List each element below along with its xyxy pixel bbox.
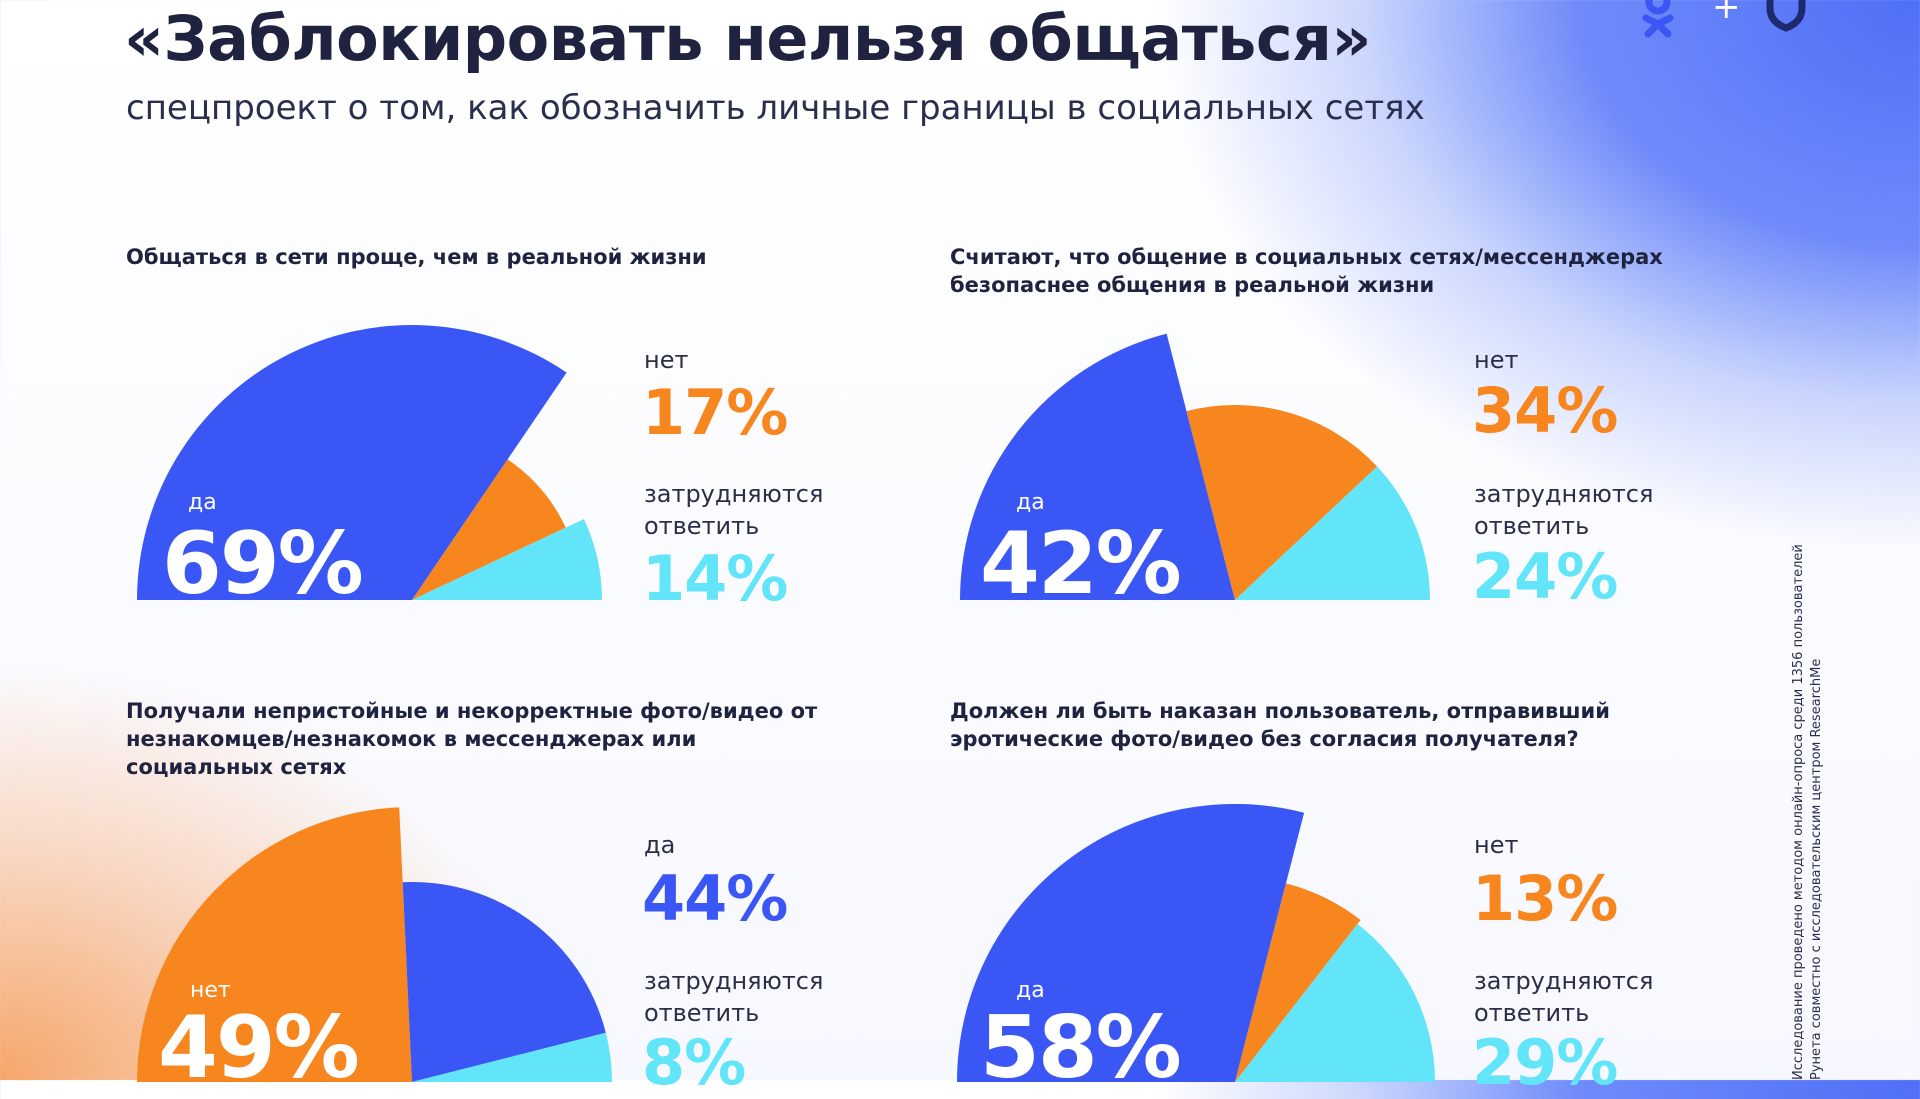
legend-label-unsure: затрудняются ответить — [1474, 480, 1654, 540]
legend-label-no: нет — [1474, 346, 1519, 374]
pie-slice-2 — [1186, 404, 1378, 600]
slice-value-yes: 42% — [980, 514, 1182, 614]
chart-title: Получали непристойные и некорректные фот… — [126, 699, 818, 779]
pie-slice-1 — [137, 807, 412, 1082]
chart-title: Считают, что общение в социальных сетях/… — [950, 245, 1663, 297]
pie-slice-3 — [412, 519, 602, 600]
legend-label-no: нет — [1474, 831, 1519, 859]
page-subtitle: спецпроект о том, как обозначить личные … — [126, 88, 1425, 128]
pie-slice-3 — [1235, 924, 1435, 1082]
slice-label-yes: да — [188, 490, 217, 515]
shield-logo-icon — [1766, 0, 1806, 32]
legend-label-no: нет — [644, 346, 689, 374]
partner-logos: + — [1642, 0, 1806, 38]
legend-value-no: 34% — [1472, 374, 1618, 447]
pie-slice-1 — [137, 325, 567, 600]
pie-slice-3 — [412, 1032, 612, 1082]
slice-label-no: нет — [190, 978, 231, 1003]
legend-label-yes: да — [644, 831, 676, 859]
slice-label-yes: да — [1016, 490, 1045, 515]
pie-slice-1 — [960, 333, 1235, 600]
plus-sign: + — [1712, 0, 1741, 27]
legend-value-no: 17% — [642, 376, 788, 449]
slice-value-no: 49% — [158, 998, 360, 1098]
chart-title: Общаться в сети проще, чем в реальной жи… — [126, 245, 707, 269]
pie-slice-1 — [956, 803, 1305, 1082]
legend-value-unsure: 24% — [1472, 540, 1618, 613]
legend-value-unsure: 29% — [1472, 1026, 1618, 1099]
legend-value-yes: 44% — [642, 862, 788, 935]
legend-label-unsure: затрудняются ответить — [644, 480, 824, 540]
ok-logo-icon — [1642, 0, 1674, 38]
pie-slice-2 — [1235, 883, 1361, 1082]
slice-label-yes: да — [1016, 978, 1045, 1003]
legend-value-no: 13% — [1472, 862, 1618, 935]
legend-value-unsure: 14% — [642, 542, 788, 615]
pie-slice-3 — [1235, 466, 1430, 600]
pie-slice-2 — [412, 459, 566, 600]
pie-slice-2 — [402, 881, 606, 1082]
legend-label-unsure: затрудняются ответить — [1474, 967, 1654, 1027]
slice-value-yes: 69% — [162, 514, 364, 614]
research-footnote: Исследование проведено методом онлайн-оп… — [1791, 544, 1824, 1080]
chart-title: Должен ли быть наказан пользователь, отп… — [950, 699, 1610, 751]
legend-label-unsure: затрудняются ответить — [644, 967, 824, 1027]
page-title: «Заблокировать нельзя общаться» — [124, 2, 1371, 75]
slice-value-yes: 58% — [980, 998, 1182, 1098]
